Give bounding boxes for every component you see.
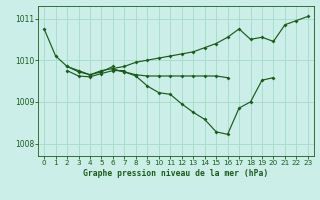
X-axis label: Graphe pression niveau de la mer (hPa): Graphe pression niveau de la mer (hPa) bbox=[84, 169, 268, 178]
